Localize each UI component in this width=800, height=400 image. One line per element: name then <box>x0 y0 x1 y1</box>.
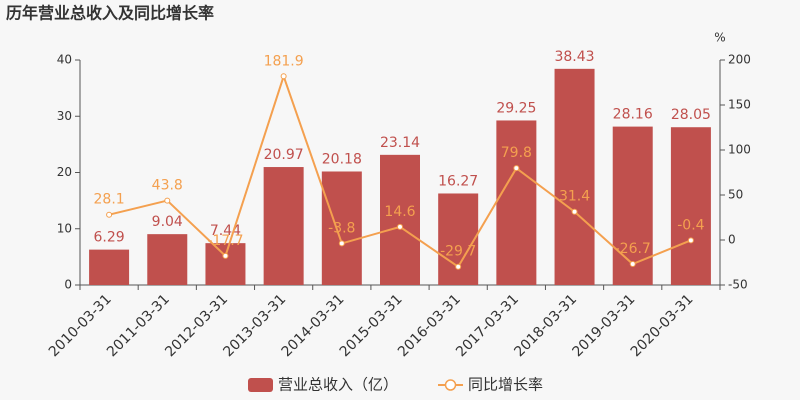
chart-title: 历年营业总收入及同比增长率 <box>6 4 214 23</box>
bar-value-label: 9.04 <box>152 214 183 230</box>
line-value-label: 14.6 <box>384 204 415 220</box>
bar-value-label: 29.25 <box>496 100 536 116</box>
bar <box>554 68 595 285</box>
line-value-label: -29.7 <box>440 244 476 260</box>
line-value-label: 28.1 <box>94 192 125 208</box>
bar-value-label: 28.16 <box>613 107 653 123</box>
bar-value-label: 28.05 <box>671 107 711 123</box>
line-point <box>687 237 694 244</box>
bar <box>89 249 130 285</box>
y-tick-label: 20 <box>57 165 72 179</box>
y-tick-label: 30 <box>57 109 72 123</box>
bar <box>147 234 188 285</box>
y-tick-label: 0 <box>64 278 72 292</box>
legend-label: 营业总收入（亿） <box>278 376 398 394</box>
bar <box>380 154 420 285</box>
line-value-label: -3.8 <box>328 220 355 236</box>
line-value-label: -17.7 <box>207 233 243 249</box>
bar-value-label: 20.18 <box>322 151 362 167</box>
bar <box>321 171 362 285</box>
line-value-label: -0.4 <box>677 217 704 233</box>
bar-value-label: 16.27 <box>438 173 478 189</box>
line-point <box>629 261 636 268</box>
y-tick-label: 40 <box>57 53 72 67</box>
bar <box>496 120 537 285</box>
line-point <box>513 165 520 172</box>
bar-value-label: 38.43 <box>554 49 594 65</box>
y2-tick-label: 50 <box>728 188 743 202</box>
line-point <box>571 208 578 215</box>
line-value-label: 31.4 <box>559 189 590 205</box>
bar <box>263 167 304 285</box>
bar <box>205 243 246 285</box>
bar-value-label: 20.97 <box>264 147 304 163</box>
bar-value-label: 23.14 <box>380 135 420 151</box>
legend-swatch <box>248 378 273 392</box>
bar <box>670 127 711 285</box>
line-point <box>397 223 403 230</box>
bar-value-label: 7.44 <box>210 223 241 239</box>
y2-tick-label: -50 <box>728 278 748 292</box>
bar <box>438 193 479 285</box>
y-tick-label: 10 <box>57 221 72 235</box>
line-point <box>106 211 113 218</box>
line-point <box>280 73 287 80</box>
line-value-label: 79.8 <box>501 145 532 161</box>
line-value-label: 181.9 <box>264 53 304 69</box>
y2-tick-label: 200 <box>728 53 751 67</box>
line-point <box>164 197 171 204</box>
line-value-label: 43.8 <box>152 178 183 194</box>
legend-swatch-point <box>444 379 457 391</box>
line-point <box>222 252 229 259</box>
y2-tick-label: 150 <box>728 98 751 112</box>
y2-axis-label: % <box>714 31 725 45</box>
y2-tick-label: 100 <box>728 143 751 157</box>
legend-label: 同比增长率 <box>468 376 543 394</box>
line-point <box>338 240 345 247</box>
line-point <box>455 263 462 270</box>
y2-tick-label: 0 <box>728 233 736 247</box>
line-value-label: -26.7 <box>615 241 651 257</box>
bar-value-label: 6.29 <box>94 230 125 246</box>
